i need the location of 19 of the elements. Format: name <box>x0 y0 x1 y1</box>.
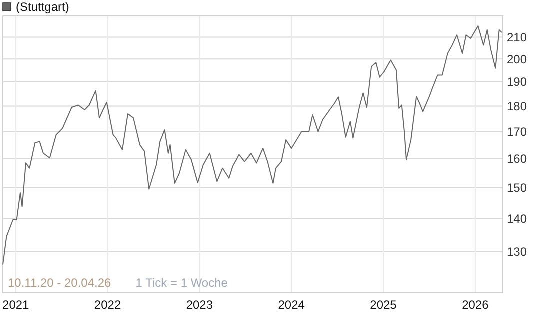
legend-label: (Stuttgart) <box>16 0 70 14</box>
x-tick-label: 2022 <box>94 298 122 312</box>
x-tick-label: 2025 <box>370 298 398 312</box>
x-tick-label: 2024 <box>278 298 306 312</box>
y-tick-label: 190 <box>507 75 528 90</box>
y-tick-label: 140 <box>507 212 528 226</box>
y-tick-label: 150 <box>507 181 528 196</box>
annotation: 10.11.20 - 20.04.26 <box>8 276 112 290</box>
x-tick-label: 2026 <box>462 298 490 312</box>
annotation: 1 Tick = 1 Woche <box>136 276 228 290</box>
line-series <box>2 26 503 266</box>
y-tick-label: 130 <box>507 245 528 260</box>
y-tick-label: 180 <box>507 99 528 114</box>
y-tick-label: 210 <box>507 30 528 44</box>
y-tick-label: 200 <box>507 52 528 66</box>
x-tick-label: 2023 <box>186 298 214 312</box>
y-tick-label: 160 <box>507 152 528 166</box>
y-tick-label: 170 <box>507 125 528 140</box>
x-tick-label: 2021 <box>2 298 30 312</box>
